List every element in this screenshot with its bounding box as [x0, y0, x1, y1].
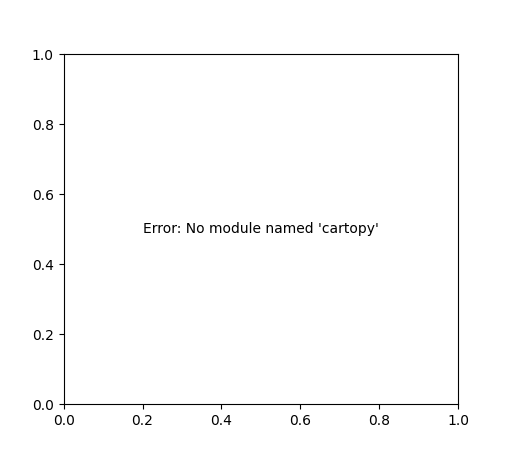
- Text: Error: No module named 'cartopy': Error: No module named 'cartopy': [143, 222, 379, 236]
